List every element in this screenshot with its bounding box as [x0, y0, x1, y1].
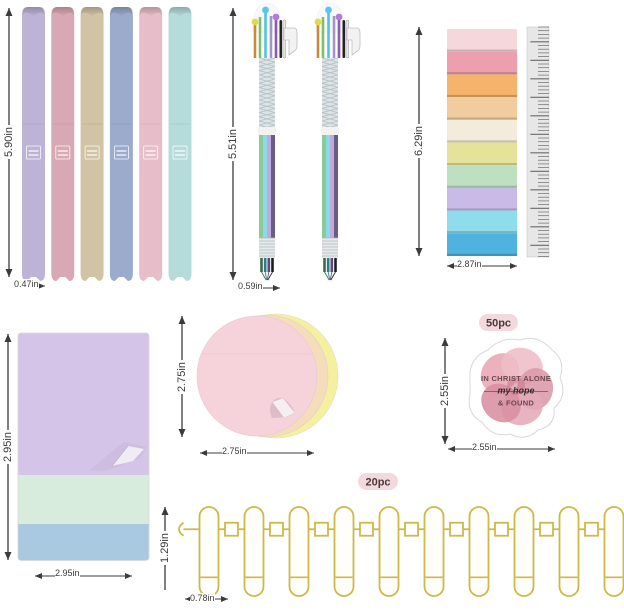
svg-text:20pc: 20pc	[365, 477, 390, 489]
